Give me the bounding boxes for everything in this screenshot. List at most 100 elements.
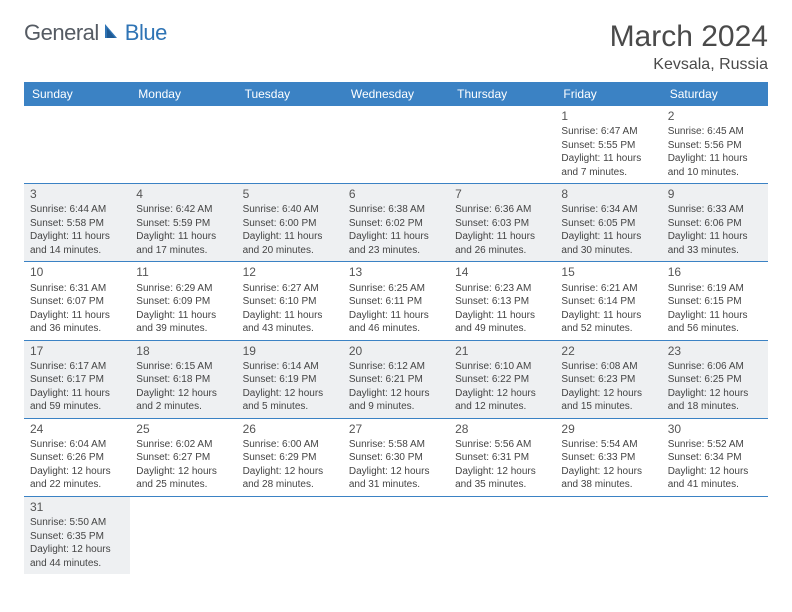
day-number: 30 — [668, 421, 762, 437]
day-d1: Daylight: 12 hours — [455, 465, 549, 479]
day-number: 22 — [561, 343, 655, 359]
day-number: 12 — [243, 264, 337, 280]
day-ss: Sunset: 6:02 PM — [349, 217, 443, 231]
day-d1: Daylight: 12 hours — [668, 387, 762, 401]
day-ss: Sunset: 6:19 PM — [243, 373, 337, 387]
day-d1: Daylight: 12 hours — [349, 465, 443, 479]
day-d2: and 36 minutes. — [30, 322, 124, 336]
day-sr: Sunrise: 6:19 AM — [668, 282, 762, 296]
day-number: 27 — [349, 421, 443, 437]
calendar-cell: 12 Sunrise: 6:27 AMSunset: 6:10 PMDayligh… — [237, 262, 343, 340]
day-d2: and 15 minutes. — [561, 400, 655, 414]
day-number: 20 — [349, 343, 443, 359]
calendar-cell — [130, 496, 236, 574]
calendar-cell: 10Sunrise: 6:31 AMSunset: 6:07 PMDayligh… — [24, 262, 130, 340]
day-number: 5 — [243, 186, 337, 202]
day-d1: Daylight: 11 hours — [349, 230, 443, 244]
calendar-cell: 2Sunrise: 6:45 AMSunset: 5:56 PMDaylight… — [662, 106, 768, 184]
day-number: 8 — [561, 186, 655, 202]
calendar-cell: 23Sunrise: 6:06 AMSunset: 6:25 PMDayligh… — [662, 340, 768, 418]
calendar-cell: 29Sunrise: 5:54 AMSunset: 6:33 PMDayligh… — [555, 418, 661, 496]
calendar-week: 17Sunrise: 6:17 AMSunset: 6:17 PMDayligh… — [24, 340, 768, 418]
day-sr: Sunrise: 6:27 AM — [243, 282, 337, 296]
calendar-cell: 16Sunrise: 6:19 AMSunset: 6:15 PMDayligh… — [662, 262, 768, 340]
calendar-cell: 27Sunrise: 5:58 AMSunset: 6:30 PMDayligh… — [343, 418, 449, 496]
day-d1: Daylight: 11 hours — [561, 230, 655, 244]
location: Kevsala, Russia — [610, 56, 768, 74]
day-ss: Sunset: 6:18 PM — [136, 373, 230, 387]
day-number: 19 — [243, 343, 337, 359]
weekday-header: Friday — [555, 82, 661, 106]
weekday-header-row: Sunday Monday Tuesday Wednesday Thursday… — [24, 82, 768, 106]
day-d2: and 22 minutes. — [30, 478, 124, 492]
day-d1: Daylight: 12 hours — [668, 465, 762, 479]
header: General Blue March 2024 Kevsala, Russia — [24, 20, 768, 74]
day-number: 7 — [455, 186, 549, 202]
calendar-cell — [449, 496, 555, 574]
calendar-cell — [343, 106, 449, 184]
day-d2: and 41 minutes. — [668, 478, 762, 492]
day-sr: Sunrise: 6:44 AM — [30, 203, 124, 217]
day-number: 15 — [561, 264, 655, 280]
weekday-header: Monday — [130, 82, 236, 106]
day-d1: Daylight: 11 hours — [668, 152, 762, 166]
day-d2: and 38 minutes. — [561, 478, 655, 492]
day-d1: Daylight: 12 hours — [30, 465, 124, 479]
day-d1: Daylight: 12 hours — [455, 387, 549, 401]
calendar-cell — [237, 106, 343, 184]
calendar-cell: 1Sunrise: 6:47 AMSunset: 5:55 PMDaylight… — [555, 106, 661, 184]
weekday-header: Tuesday — [237, 82, 343, 106]
calendar-cell: 4Sunrise: 6:42 AMSunset: 5:59 PMDaylight… — [130, 184, 236, 262]
day-d1: Daylight: 12 hours — [136, 387, 230, 401]
day-d2: and 46 minutes. — [349, 322, 443, 336]
day-sr: Sunrise: 6:00 AM — [243, 438, 337, 452]
logo-word1: General — [24, 20, 99, 46]
day-d2: and 39 minutes. — [136, 322, 230, 336]
day-d2: and 2 minutes. — [136, 400, 230, 414]
day-ss: Sunset: 6:15 PM — [668, 295, 762, 309]
day-ss: Sunset: 6:33 PM — [561, 451, 655, 465]
weekday-header: Wednesday — [343, 82, 449, 106]
calendar-cell: 6Sunrise: 6:38 AMSunset: 6:02 PMDaylight… — [343, 184, 449, 262]
day-ss: Sunset: 6:07 PM — [30, 295, 124, 309]
day-d1: Daylight: 12 hours — [30, 543, 124, 557]
day-ss: Sunset: 6:35 PM — [30, 530, 124, 544]
calendar-week: 10Sunrise: 6:31 AMSunset: 6:07 PMDayligh… — [24, 262, 768, 340]
day-ss: Sunset: 6:31 PM — [455, 451, 549, 465]
day-d2: and 17 minutes. — [136, 244, 230, 258]
day-number: 11 — [136, 264, 230, 280]
month-title: March 2024 — [610, 20, 768, 54]
calendar-cell: 28Sunrise: 5:56 AMSunset: 6:31 PMDayligh… — [449, 418, 555, 496]
day-sr: Sunrise: 6:40 AM — [243, 203, 337, 217]
day-sr: Sunrise: 5:52 AM — [668, 438, 762, 452]
weekday-header: Saturday — [662, 82, 768, 106]
day-d1: Daylight: 11 hours — [243, 309, 337, 323]
weekday-header: Thursday — [449, 82, 555, 106]
calendar-cell — [555, 496, 661, 574]
day-d1: Daylight: 12 hours — [561, 387, 655, 401]
calendar-cell: 24Sunrise: 6:04 AMSunset: 6:26 PMDayligh… — [24, 418, 130, 496]
day-ss: Sunset: 6:10 PM — [243, 295, 337, 309]
calendar-week: 24Sunrise: 6:04 AMSunset: 6:26 PMDayligh… — [24, 418, 768, 496]
day-d2: and 44 minutes. — [30, 557, 124, 571]
day-d2: and 59 minutes. — [30, 400, 124, 414]
day-sr: Sunrise: 6:08 AM — [561, 360, 655, 374]
calendar-cell: 14Sunrise: 6:23 AMSunset: 6:13 PMDayligh… — [449, 262, 555, 340]
day-d1: Daylight: 11 hours — [30, 309, 124, 323]
day-sr: Sunrise: 6:14 AM — [243, 360, 337, 374]
calendar-cell: 8Sunrise: 6:34 AMSunset: 6:05 PMDaylight… — [555, 184, 661, 262]
calendar-week: 31Sunrise: 5:50 AMSunset: 6:35 PMDayligh… — [24, 496, 768, 574]
day-d1: Daylight: 12 hours — [136, 465, 230, 479]
day-number: 1 — [561, 108, 655, 124]
day-ss: Sunset: 6:05 PM — [561, 217, 655, 231]
day-sr: Sunrise: 6:25 AM — [349, 282, 443, 296]
day-ss: Sunset: 6:03 PM — [455, 217, 549, 231]
calendar-cell: 18Sunrise: 6:15 AMSunset: 6:18 PMDayligh… — [130, 340, 236, 418]
day-d1: Daylight: 11 hours — [136, 309, 230, 323]
day-number: 25 — [136, 421, 230, 437]
day-sr: Sunrise: 6:12 AM — [349, 360, 443, 374]
day-sr: Sunrise: 6:38 AM — [349, 203, 443, 217]
calendar-cell — [343, 496, 449, 574]
day-number: 24 — [30, 421, 124, 437]
day-sr: Sunrise: 6:21 AM — [561, 282, 655, 296]
